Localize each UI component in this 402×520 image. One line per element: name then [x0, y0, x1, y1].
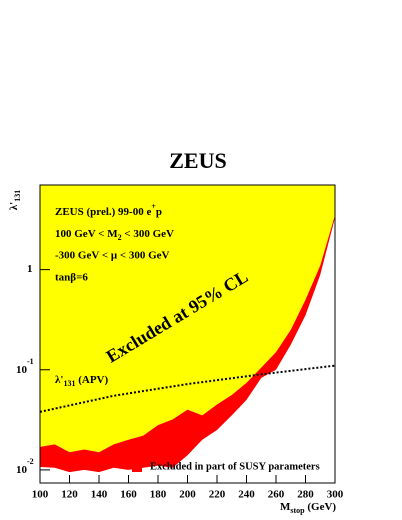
legend-swatch	[132, 462, 142, 472]
apv-main: λ'	[55, 374, 63, 386]
apv-label: λ'131 (APV)	[55, 374, 108, 388]
y-axis-label: λ'131	[8, 190, 22, 210]
apv-rest: (APV)	[75, 374, 108, 386]
y-tick-exponent: -2	[27, 457, 34, 466]
annotation-sup: +	[151, 202, 156, 211]
y-label-main: λ'	[8, 202, 20, 210]
x-tick-label: 180	[150, 489, 167, 501]
x-tick-label: 100	[32, 489, 49, 501]
x-tick-label: 280	[297, 489, 314, 501]
x-tick-label: 260	[268, 489, 285, 501]
annotation-part: 100 GeV < M	[55, 228, 118, 240]
apv-sub: 131	[63, 379, 75, 388]
x-label-main: M	[280, 501, 291, 513]
x-tick-label: 240	[238, 489, 255, 501]
x-label-sub: stop	[290, 506, 305, 515]
annotation: ZEUS (prel.) 99-00 e+p	[55, 202, 162, 218]
y-tick-base: 10	[16, 363, 28, 375]
x-tick-label: 120	[61, 489, 78, 501]
x-tick-label: 200	[179, 489, 196, 501]
y-tick-label: 1	[27, 263, 33, 275]
annotation: -300 GeV < μ < 300 GeV	[55, 250, 170, 262]
annotation-sub: 2	[118, 233, 122, 242]
excluded-region	[40, 185, 335, 453]
x-tick-label: 160	[120, 489, 137, 501]
chart-title: ZEUS	[169, 148, 226, 173]
y-label-sub: 131	[13, 190, 22, 202]
legend-label: Excluded in part of SUSY parameters	[150, 461, 320, 472]
annotation-part: ZEUS (prel.) 99-00 e	[55, 206, 151, 218]
y-tick-exponent: -1	[27, 357, 34, 366]
annotation-part: < 300 GeV	[122, 228, 174, 240]
x-axis-label: Mstop (GeV)	[280, 501, 336, 515]
y-tick-label: 10-1	[16, 357, 34, 376]
apv-line	[40, 364, 335, 413]
x-label-unit: (GeV)	[305, 501, 337, 513]
x-tick-label: 220	[209, 489, 226, 501]
x-tick-label: 300	[327, 489, 344, 501]
annotation-part: p	[156, 206, 162, 218]
y-tick-label: 10-2	[16, 457, 34, 476]
x-tick-label: 140	[91, 489, 108, 501]
y-tick-base: 10	[16, 463, 28, 475]
partial-band	[40, 215, 335, 473]
annotation: tanβ=6	[55, 272, 88, 284]
annotation: 100 GeV < M2 < 300 GeV	[55, 228, 174, 242]
plot-area	[40, 185, 335, 473]
